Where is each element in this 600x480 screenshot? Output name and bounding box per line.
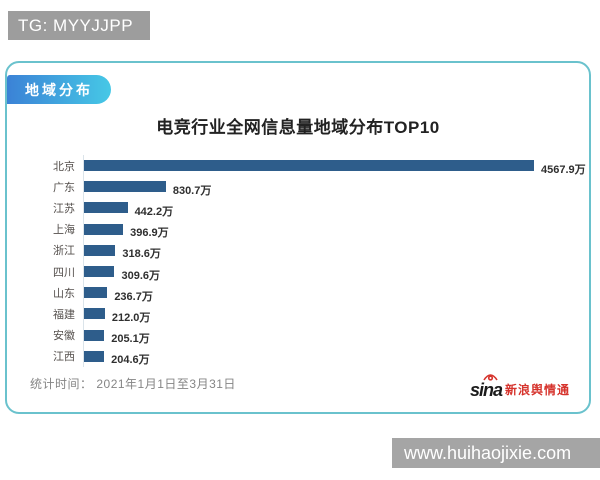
category-label: 上海: [53, 224, 75, 237]
sina-logo-chinese-text: 新浪舆情通: [504, 383, 570, 397]
bar: [84, 287, 108, 299]
category-label: 山东: [53, 287, 75, 300]
bar: [84, 223, 124, 235]
sina-eye-icon: [483, 374, 498, 381]
value-label: 830.7万: [172, 184, 212, 197]
value-label: 204.6万: [111, 354, 150, 367]
category-label: 福建: [53, 308, 75, 321]
stats-period-value: 2021年1月1日至3月31日: [96, 377, 236, 391]
bar-chart: 北京 4567.9万 广东 830.7万 江苏 442.2万 上海 396.9万…: [7, 155, 586, 367]
value-label: 442.2万: [134, 205, 174, 218]
bar: [84, 308, 105, 320]
value-label: 212.0万: [111, 311, 151, 324]
bar: [84, 160, 534, 172]
chart-row: 安徽 205.1万: [7, 324, 581, 346]
chart-row: 江苏 442.2万: [7, 197, 581, 219]
telegram-watermark: TG: MYYJJPP: [8, 11, 150, 40]
value-label: 236.7万: [114, 290, 153, 303]
category-label: 浙江: [53, 245, 75, 258]
site-watermark: www.huihaojixie.com: [392, 438, 600, 468]
bar: [84, 181, 166, 193]
chart-title: 电竞行业全网信息量地域分布TOP10: [156, 118, 440, 137]
chart-row: 山东 236.7万: [7, 282, 581, 304]
chart-row: 浙江 318.6万: [7, 239, 581, 261]
section-tab-label: 地域分布: [25, 81, 93, 98]
value-label: 205.1万: [111, 333, 150, 346]
bar-track: 830.7万: [83, 176, 581, 198]
chart-row: 上海 396.9万: [7, 218, 581, 240]
bar: [84, 244, 116, 256]
sina-logo-text: sina: [469, 380, 503, 400]
bar: [84, 329, 105, 341]
category-label: 江苏: [53, 202, 75, 215]
bar-track: 236.7万: [83, 282, 581, 304]
bar: [84, 350, 105, 362]
chart-row: 福建 212.0万: [7, 303, 581, 325]
value-label: 396.9万: [130, 227, 169, 240]
bar-track: 204.6万: [83, 345, 581, 367]
site-watermark-text: www.huihaojixie.com: [404, 442, 572, 463]
section-tab-badge: 地域分布: [7, 75, 111, 104]
chart-row: 四川 309.6万: [7, 260, 581, 283]
bar-track: 4567.9万: [83, 155, 586, 177]
chart-row: 江西 204.6万: [7, 345, 581, 367]
bar-track: 309.6万: [83, 260, 581, 283]
sina-logo-wordmark: sina: [469, 374, 503, 400]
chart-row: 广东 830.7万: [7, 176, 581, 198]
bar-track: 396.9万: [83, 218, 581, 240]
bar: [84, 266, 115, 278]
category-label: 江西: [53, 351, 75, 364]
telegram-watermark-text: TG: MYYJJPP: [18, 15, 134, 35]
value-label: 309.6万: [121, 269, 161, 282]
bar: [84, 202, 128, 214]
stats-period-label: 统计时间：: [30, 377, 93, 391]
bar-track: 212.0万: [83, 303, 581, 325]
sina-logo: sina 新浪舆情通: [469, 374, 570, 400]
category-label: 四川: [53, 266, 75, 279]
value-label: 318.6万: [122, 248, 161, 261]
value-label: 4567.9万: [541, 163, 586, 176]
bar-track: 442.2万: [83, 197, 581, 219]
bar-track: 205.1万: [83, 324, 581, 346]
report-card: 地域分布 电竞行业全网信息量地域分布TOP10 北京 4567.9万 广东 83…: [5, 61, 591, 414]
bar-track: 318.6万: [83, 239, 581, 261]
category-label: 北京: [53, 160, 75, 173]
category-label: 安徽: [53, 330, 75, 343]
stats-period: 统计时间： 2021年1月1日至3月31日: [30, 375, 236, 392]
chart-row: 北京 4567.9万: [7, 155, 586, 177]
category-label: 广东: [53, 181, 75, 194]
